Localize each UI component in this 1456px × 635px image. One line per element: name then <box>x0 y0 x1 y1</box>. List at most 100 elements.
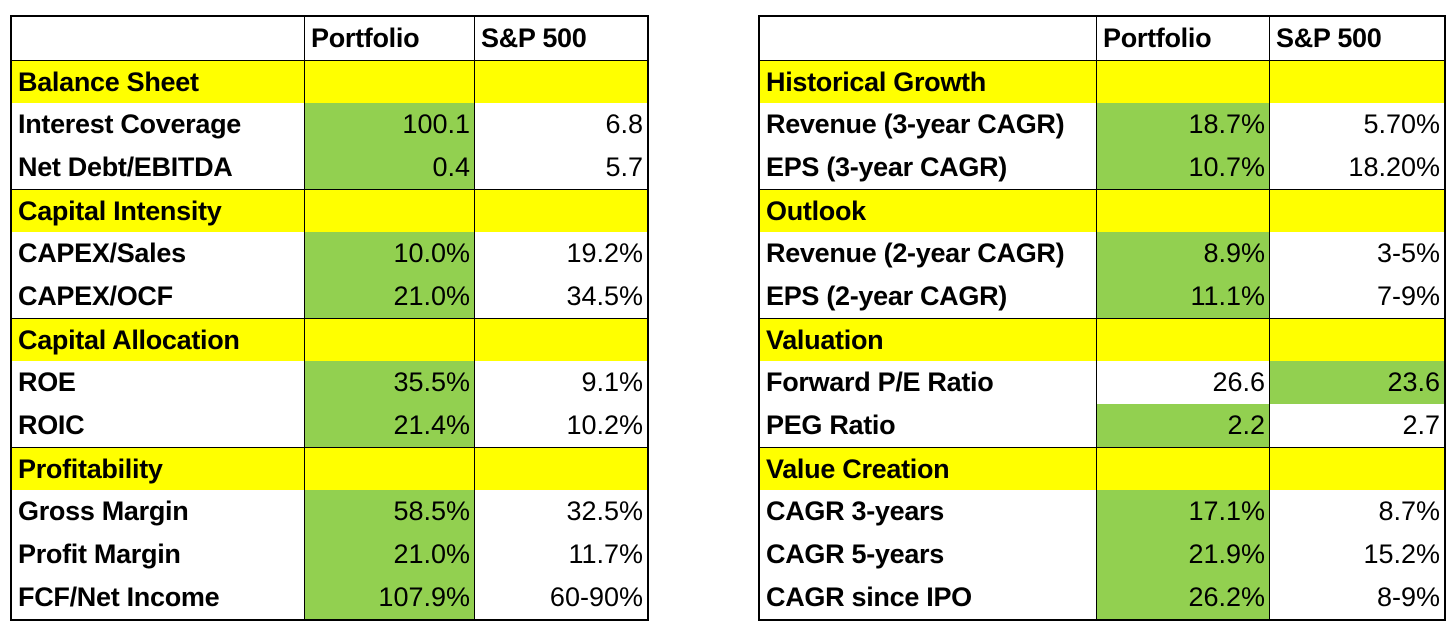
table-row: Revenue (3-year CAGR) 18.7% 5.70% <box>760 103 1444 146</box>
section-title-capital-allocation: Capital Allocation <box>12 319 304 361</box>
portfolio-value: 21.4% <box>304 404 474 447</box>
table-row: Forward P/E Ratio 26.6 23.6 <box>760 361 1444 404</box>
header-row: Portfolio S&P 500 <box>12 17 647 60</box>
portfolio-value: 10.7% <box>1096 146 1269 189</box>
section-fill-cell <box>1096 448 1269 490</box>
portfolio-value: 18.7% <box>1096 103 1269 146</box>
metric-label: Net Debt/EBITDA <box>18 152 233 182</box>
metric-label: ROIC <box>18 410 85 440</box>
metric-label: CAPEX/OCF <box>18 281 173 311</box>
section-fill-cell <box>474 448 647 490</box>
section-header-row: Profitability <box>12 447 647 490</box>
section-fill-cell <box>1269 319 1444 361</box>
sp500-value: 32.5% <box>474 490 647 533</box>
sp500-value: 34.5% <box>474 275 647 318</box>
section-fill-cell <box>304 319 474 361</box>
table-row: Net Debt/EBITDA 0.4 5.7 <box>12 146 647 189</box>
table-row: ROIC 21.4% 10.2% <box>12 404 647 447</box>
sp500-value: 15.2% <box>1269 533 1444 576</box>
table-row: ROE 35.5% 9.1% <box>12 361 647 404</box>
metric-label: CAPEX/Sales <box>18 238 186 268</box>
portfolio-value: 21.0% <box>304 275 474 318</box>
metric-label: Profit Margin <box>18 539 181 569</box>
portfolio-value: 8.9% <box>1096 232 1269 275</box>
metric-label: Revenue (2-year CAGR) <box>766 238 1065 268</box>
section-title-valuation: Valuation <box>760 319 1096 361</box>
section-fill-cell <box>1096 61 1269 103</box>
sp500-column-header: S&P 500 <box>1269 17 1444 60</box>
table-row: Profit Margin 21.0% 11.7% <box>12 533 647 576</box>
section-fill-cell <box>1269 61 1444 103</box>
sp500-value: 7-9% <box>1269 275 1444 318</box>
table-row: CAGR 5-years 21.9% 15.2% <box>760 533 1444 576</box>
table-row: Gross Margin 58.5% 32.5% <box>12 490 647 533</box>
section-title-historical-growth: Historical Growth <box>760 61 1096 103</box>
section-fill-cell <box>1096 190 1269 232</box>
portfolio-value: 26.6 <box>1096 361 1269 404</box>
section-header-row: Capital Intensity <box>12 189 647 232</box>
portfolio-value: 100.1 <box>304 103 474 146</box>
metric-label: CAGR 3-years <box>766 496 944 526</box>
sp500-value: 8.7% <box>1269 490 1444 533</box>
section-header-row: Capital Allocation <box>12 318 647 361</box>
section-title-outlook: Outlook <box>760 190 1096 232</box>
section-fill-cell <box>1096 319 1269 361</box>
metric-label: CAGR 5-years <box>766 539 944 569</box>
table-row: CAGR 3-years 17.1% 8.7% <box>760 490 1444 533</box>
section-title-balance-sheet: Balance Sheet <box>12 61 304 103</box>
portfolio-value: 21.0% <box>304 533 474 576</box>
section-fill-cell <box>304 448 474 490</box>
sp500-value: 19.2% <box>474 232 647 275</box>
portfolio-value: 0.4 <box>304 146 474 189</box>
right-metrics-table: Portfolio S&P 500 Historical Growth Revenue… <box>758 15 1446 621</box>
table-row: FCF/Net Income 107.9% 60-90% <box>12 576 647 619</box>
portfolio-value: 26.2% <box>1096 576 1269 619</box>
section-title-value-creation: Value Creation <box>760 448 1096 490</box>
table-row: CAGR since IPO 26.2% 8-9% <box>760 576 1444 619</box>
sp500-value: 5.7 <box>474 146 647 189</box>
section-fill-cell <box>474 190 647 232</box>
section-title-capital-intensity: Capital Intensity <box>12 190 304 232</box>
sp500-column-header: S&P 500 <box>474 17 647 60</box>
section-header-row: Value Creation <box>760 447 1444 490</box>
metric-label: PEG Ratio <box>766 410 896 440</box>
sp500-value: 18.20% <box>1269 146 1444 189</box>
section-header-row: Valuation <box>760 318 1444 361</box>
portfolio-value: 35.5% <box>304 361 474 404</box>
section-fill-cell <box>474 61 647 103</box>
section-header-row: Historical Growth <box>760 60 1444 103</box>
table-row: Interest Coverage 100.1 6.8 <box>12 103 647 146</box>
portfolio-column-header: Portfolio <box>304 17 474 60</box>
metric-label: Interest Coverage <box>18 109 241 139</box>
portfolio-value: 107.9% <box>304 576 474 619</box>
portfolio-value: 11.1% <box>1096 275 1269 318</box>
sp500-value: 8-9% <box>1269 576 1444 619</box>
section-fill-cell <box>474 319 647 361</box>
sp500-value: 9.1% <box>474 361 647 404</box>
sp500-value: 23.6 <box>1269 361 1444 404</box>
metric-label: ROE <box>18 367 76 397</box>
portfolio-value: 21.9% <box>1096 533 1269 576</box>
section-fill-cell <box>304 61 474 103</box>
section-fill-cell <box>304 190 474 232</box>
portfolio-value: 58.5% <box>304 490 474 533</box>
metric-label: EPS (3-year CAGR) <box>766 152 1007 182</box>
metric-label: Forward P/E Ratio <box>766 367 994 397</box>
table-row: CAPEX/OCF 21.0% 34.5% <box>12 275 647 318</box>
section-header-row: Outlook <box>760 189 1444 232</box>
metric-label: EPS (2-year CAGR) <box>766 281 1007 311</box>
sp500-value: 60-90% <box>474 576 647 619</box>
header-row: Portfolio S&P 500 <box>760 17 1444 60</box>
header-blank-cell <box>12 17 304 60</box>
section-fill-cell <box>1269 190 1444 232</box>
portfolio-column-header: Portfolio <box>1096 17 1269 60</box>
table-row: CAPEX/Sales 10.0% 19.2% <box>12 232 647 275</box>
metric-label: FCF/Net Income <box>18 582 220 612</box>
portfolio-value: 2.2 <box>1096 404 1269 447</box>
table-row: EPS (2-year CAGR) 11.1% 7-9% <box>760 275 1444 318</box>
sp500-value: 5.70% <box>1269 103 1444 146</box>
metric-label: Revenue (3-year CAGR) <box>766 109 1065 139</box>
sp500-value: 3-5% <box>1269 232 1444 275</box>
left-metrics-table: Portfolio S&P 500 Balance Sheet Interest Co… <box>10 15 649 621</box>
table-row: Revenue (2-year CAGR) 8.9% 3-5% <box>760 232 1444 275</box>
